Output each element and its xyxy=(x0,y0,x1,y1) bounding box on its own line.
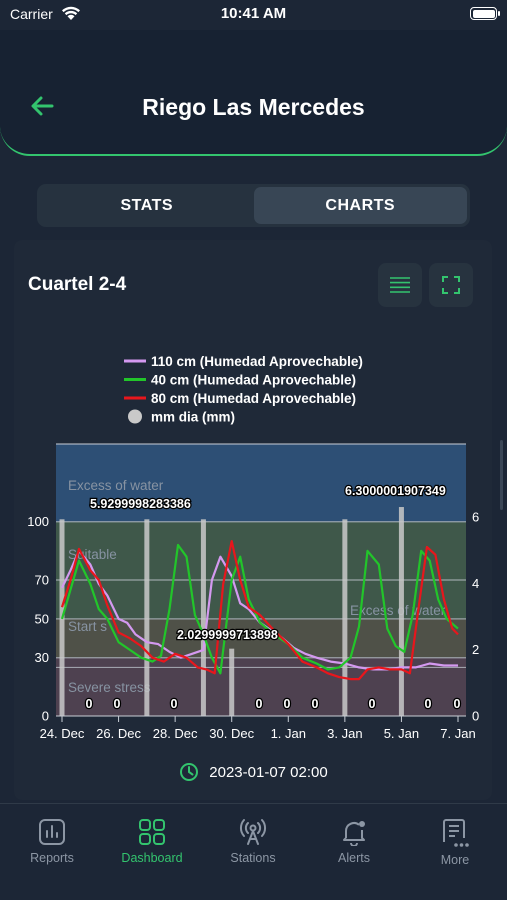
list-view-button[interactable] xyxy=(378,263,422,307)
tab-more-label: More xyxy=(440,853,470,867)
x-tick-label: 1. Jan xyxy=(271,726,306,741)
stations-icon xyxy=(240,819,266,845)
rain-bar xyxy=(144,519,150,716)
tab-stations-label: Stations xyxy=(230,851,276,865)
legend-entry: 40 cm (Humedad Aprovechable) xyxy=(151,373,356,388)
data-label: 6.3000001907349 xyxy=(345,484,446,498)
x-tick-label: 26. Dec xyxy=(96,726,141,741)
y-left-tick: 70 xyxy=(35,573,49,588)
scrollbar[interactable] xyxy=(500,440,503,510)
series-line xyxy=(61,549,458,671)
zero-label: 0 xyxy=(114,697,121,711)
zero-label: 0 xyxy=(256,697,263,711)
header: Riego Las Mercedes xyxy=(0,30,507,156)
data-label: 2.0299999713898 xyxy=(177,628,278,642)
rain-bar xyxy=(200,519,206,716)
x-tick-label: 30. Dec xyxy=(209,726,254,741)
x-tick-label: 7. Jan xyxy=(440,726,475,741)
tab-stats[interactable]: STATS xyxy=(120,196,174,214)
y-left-tick: 50 xyxy=(35,611,49,626)
x-tick-label: 28. Dec xyxy=(153,726,198,741)
fullscreen-button[interactable] xyxy=(429,263,473,307)
band-label: Excess of water xyxy=(350,603,446,618)
back-arrow-icon[interactable] xyxy=(28,92,56,120)
y-right-tick: 0 xyxy=(472,709,479,724)
rain-bar xyxy=(398,507,404,716)
timestamp-row: 2023-01-07 02:00 xyxy=(0,760,507,784)
band xyxy=(56,521,466,619)
page-title: Riego Las Mercedes xyxy=(142,94,365,120)
tab-dashboard-label: Dashboard xyxy=(121,851,183,865)
y-left-tick: 30 xyxy=(35,650,49,665)
series-lines xyxy=(60,540,459,681)
zero-label: 0 xyxy=(312,697,319,711)
status-bar: Carrier 10:41 AM xyxy=(0,0,507,30)
band-label: Severe stress xyxy=(68,680,151,695)
chart-legend: 110 cm (Humedad Aprovechable) 40 cm (Hume… xyxy=(124,354,363,425)
moisture-chart: 110 cm (Humedad Aprovechable) 40 cm (Hume… xyxy=(27,354,479,741)
y-left-tick: 100 xyxy=(27,514,49,529)
band-label: Start s xyxy=(68,619,107,634)
data-label: 5.9299998283386 xyxy=(90,497,191,511)
zero-label: 0 xyxy=(86,697,93,711)
reference-lines xyxy=(56,521,466,669)
zero-label: 0 xyxy=(369,697,376,711)
clock-icon xyxy=(180,763,199,781)
zero-label: 0 xyxy=(284,697,291,711)
legend-entry: mm dia (mm) xyxy=(151,410,235,425)
tab-alerts-label: Alerts xyxy=(338,851,370,865)
clock: 10:41 AM xyxy=(220,5,287,22)
carrier-label: Carrier xyxy=(10,6,53,22)
y-right-tick: 6 xyxy=(472,509,479,524)
chart-axes: 0 30 50 70 100 0 2 4 6 24. Dec 26. Dec 28. Dec 30. D… xyxy=(27,509,479,741)
series-line xyxy=(60,540,459,681)
rain-bar xyxy=(342,519,348,716)
tab-dashboard[interactable]: Dashboard xyxy=(107,818,197,868)
dashboard-icon xyxy=(139,819,165,845)
x-tick-label: 5. Jan xyxy=(384,726,419,741)
alerts-icon xyxy=(343,821,365,846)
more-icon xyxy=(443,819,469,847)
x-tick-label: 24. Dec xyxy=(40,726,85,741)
tab-reports-label: Reports xyxy=(30,851,74,865)
x-tick-label: 3. Jan xyxy=(327,726,362,741)
tab-more[interactable]: More xyxy=(410,818,500,868)
tab-stations[interactable]: Stations xyxy=(208,818,298,868)
y-right-tick: 2 xyxy=(472,642,479,657)
zero-label: 0 xyxy=(425,697,432,711)
wifi-icon xyxy=(62,6,80,20)
zero-label: 0 xyxy=(454,697,461,711)
card-title: Cuartel 2-4 xyxy=(28,274,127,295)
tab-charts[interactable]: CHARTS xyxy=(253,187,467,224)
reports-icon xyxy=(39,819,65,845)
expand-icon xyxy=(442,276,460,294)
view-segmented-control: STATS CHARTS xyxy=(37,184,470,227)
series-line xyxy=(60,543,459,675)
y-right-tick: 4 xyxy=(472,576,479,591)
list-icon xyxy=(390,277,410,293)
tab-bar: Reports Dashboard Stations xyxy=(0,803,507,900)
timestamp: 2023-01-07 02:00 xyxy=(209,763,328,781)
legend-entry: 80 cm (Humedad Aprovechable) xyxy=(151,391,356,406)
battery-icon xyxy=(470,7,500,20)
rain-bar xyxy=(229,648,235,716)
band-label: Excess of water xyxy=(68,478,164,493)
zero-label: 0 xyxy=(171,697,178,711)
band xyxy=(56,618,466,658)
chart-labels: 5.9299998283386 2.0299999713898 6.30000019… xyxy=(84,483,462,713)
band xyxy=(56,444,466,522)
legend-swatch xyxy=(128,409,142,424)
legend-entry: 110 cm (Humedad Aprovechable) xyxy=(151,354,363,369)
tab-reports[interactable]: Reports xyxy=(7,818,97,868)
y-left-tick: 0 xyxy=(42,709,49,724)
tab-alerts[interactable]: Alerts xyxy=(309,818,399,868)
